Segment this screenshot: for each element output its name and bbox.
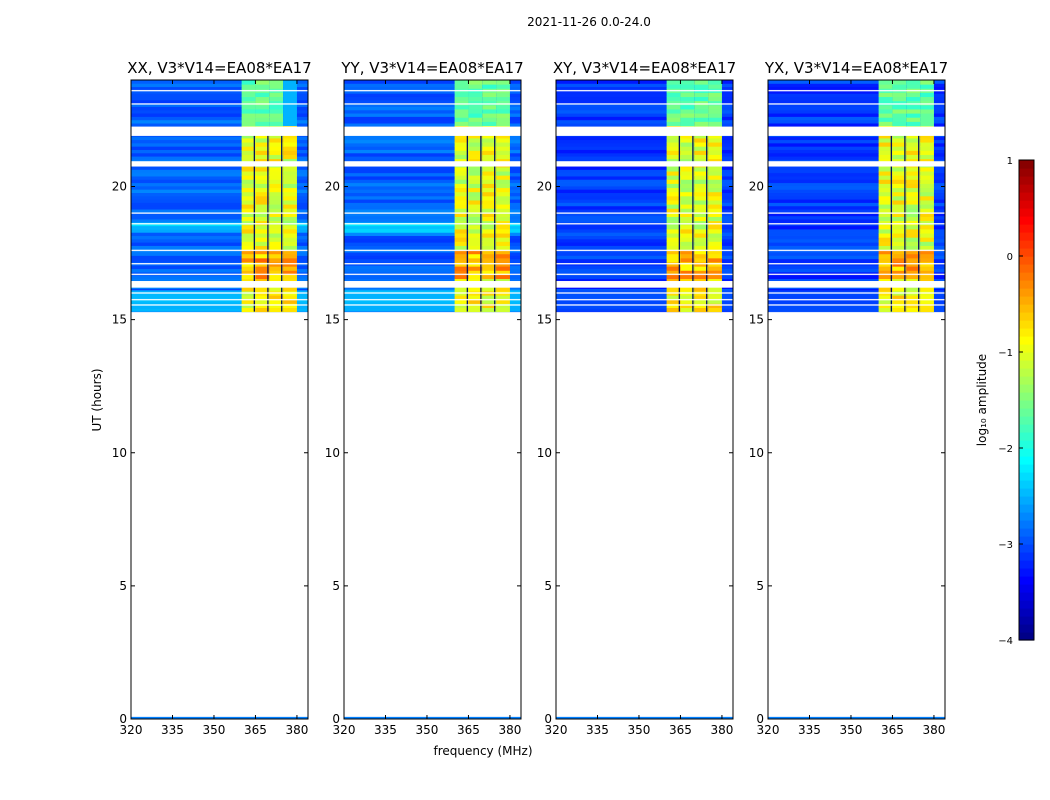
- colorbar-tick-label: 1: [1007, 156, 1013, 167]
- x-tick-label: 380: [285, 723, 308, 737]
- x-tick-label: 335: [161, 723, 184, 737]
- y-tick-label: 10: [537, 446, 552, 460]
- colorbar-tick-label: −1: [998, 348, 1013, 359]
- y-tick-label: 0: [119, 712, 127, 726]
- heatmap-image: [344, 80, 521, 719]
- x-tick-label: 380: [922, 723, 945, 737]
- axes-frame: [343, 79, 522, 720]
- x-tick-label: 335: [374, 723, 397, 737]
- x-tick-label: 350: [203, 723, 226, 737]
- x-tick-label: 320: [545, 723, 568, 737]
- heatmap-image: [556, 80, 733, 719]
- colorbar-tick-label: −3: [998, 540, 1013, 551]
- y-tick-label: 20: [537, 180, 552, 194]
- axes-frame: [555, 79, 734, 720]
- y-tick-label: 10: [112, 446, 127, 460]
- x-tick-label: 335: [798, 723, 821, 737]
- x-tick-label: 320: [757, 723, 780, 737]
- panels-group: XX, V3*V14=EA08*EA17 320 335 350 365 380 0 5 10 1…: [112, 59, 948, 737]
- x-tick-label: 320: [333, 723, 356, 737]
- panel-yy: YY, V3*V14=EA08*EA17 320 335 350 365 380 0 5 10 1…: [325, 59, 524, 737]
- panel-yx: YX, V3*V14=EA08*EA17 320 335 350 365 380 0 5 10 1…: [749, 59, 948, 737]
- panel-title: YY, V3*V14=EA08*EA17: [340, 59, 523, 77]
- x-tick-label: 365: [881, 723, 904, 737]
- panel-xx: XX, V3*V14=EA08*EA17 320 335 350 365 380 0 5 10 1…: [112, 59, 312, 737]
- y-tick-label: 15: [325, 313, 340, 327]
- axes-frame: [767, 79, 946, 720]
- axes-frame: [130, 79, 309, 720]
- y-tick-label: 5: [119, 579, 127, 593]
- y-tick-label: 10: [325, 446, 340, 460]
- colorbar-tick-label: 0: [1007, 252, 1013, 263]
- y-tick-label: 10: [749, 446, 764, 460]
- x-tick-label: 350: [416, 723, 439, 737]
- colorbar-frame: [1018, 159, 1035, 641]
- x-tick-label: 320: [120, 723, 143, 737]
- panel-xy: XY, V3*V14=EA08*EA17 320 335 350 365 380 0 5 10 1…: [537, 59, 736, 737]
- y-tick-label: 5: [756, 579, 764, 593]
- y-tick-label: 20: [112, 180, 127, 194]
- panel-title: XY, V3*V14=EA08*EA17: [553, 59, 736, 77]
- y-tick-label: 20: [325, 180, 340, 194]
- x-tick-label: 380: [498, 723, 521, 737]
- x-tick-label: 350: [840, 723, 863, 737]
- colorbar-tick-label: −4: [998, 636, 1013, 647]
- y-tick-label: 20: [749, 180, 764, 194]
- y-tick-label: 15: [112, 313, 127, 327]
- y-tick-label: 5: [332, 579, 340, 593]
- colorbar-tick-label: −2: [998, 444, 1013, 455]
- x-tick-label: 335: [586, 723, 609, 737]
- y-tick-label: 5: [544, 579, 552, 593]
- x-tick-label: 380: [710, 723, 733, 737]
- colorbar: 1 0 −1 −2 −3 −4: [998, 156, 1035, 647]
- heatmap-image: [768, 80, 945, 719]
- x-tick-label: 350: [628, 723, 651, 737]
- x-tick-label: 365: [669, 723, 692, 737]
- y-tick-label: 0: [544, 712, 552, 726]
- y-tick-label: 0: [756, 712, 764, 726]
- y-axis-label: UT (hours): [90, 368, 104, 431]
- colorbar-label: log₁₀ amplitude: [975, 354, 989, 446]
- x-tick-label: 365: [244, 723, 267, 737]
- figure-title: 2021-11-26 0.0-24.0: [527, 15, 651, 29]
- x-axis-label: frequency (MHz): [433, 744, 532, 758]
- x-tick-label: 365: [457, 723, 480, 737]
- heatmap-image: [131, 80, 308, 719]
- panel-title: YX, V3*V14=EA08*EA17: [764, 59, 948, 77]
- y-tick-label: 15: [749, 313, 764, 327]
- y-tick-label: 15: [537, 313, 552, 327]
- panel-title: XX, V3*V14=EA08*EA17: [127, 59, 311, 77]
- y-tick-label: 0: [332, 712, 340, 726]
